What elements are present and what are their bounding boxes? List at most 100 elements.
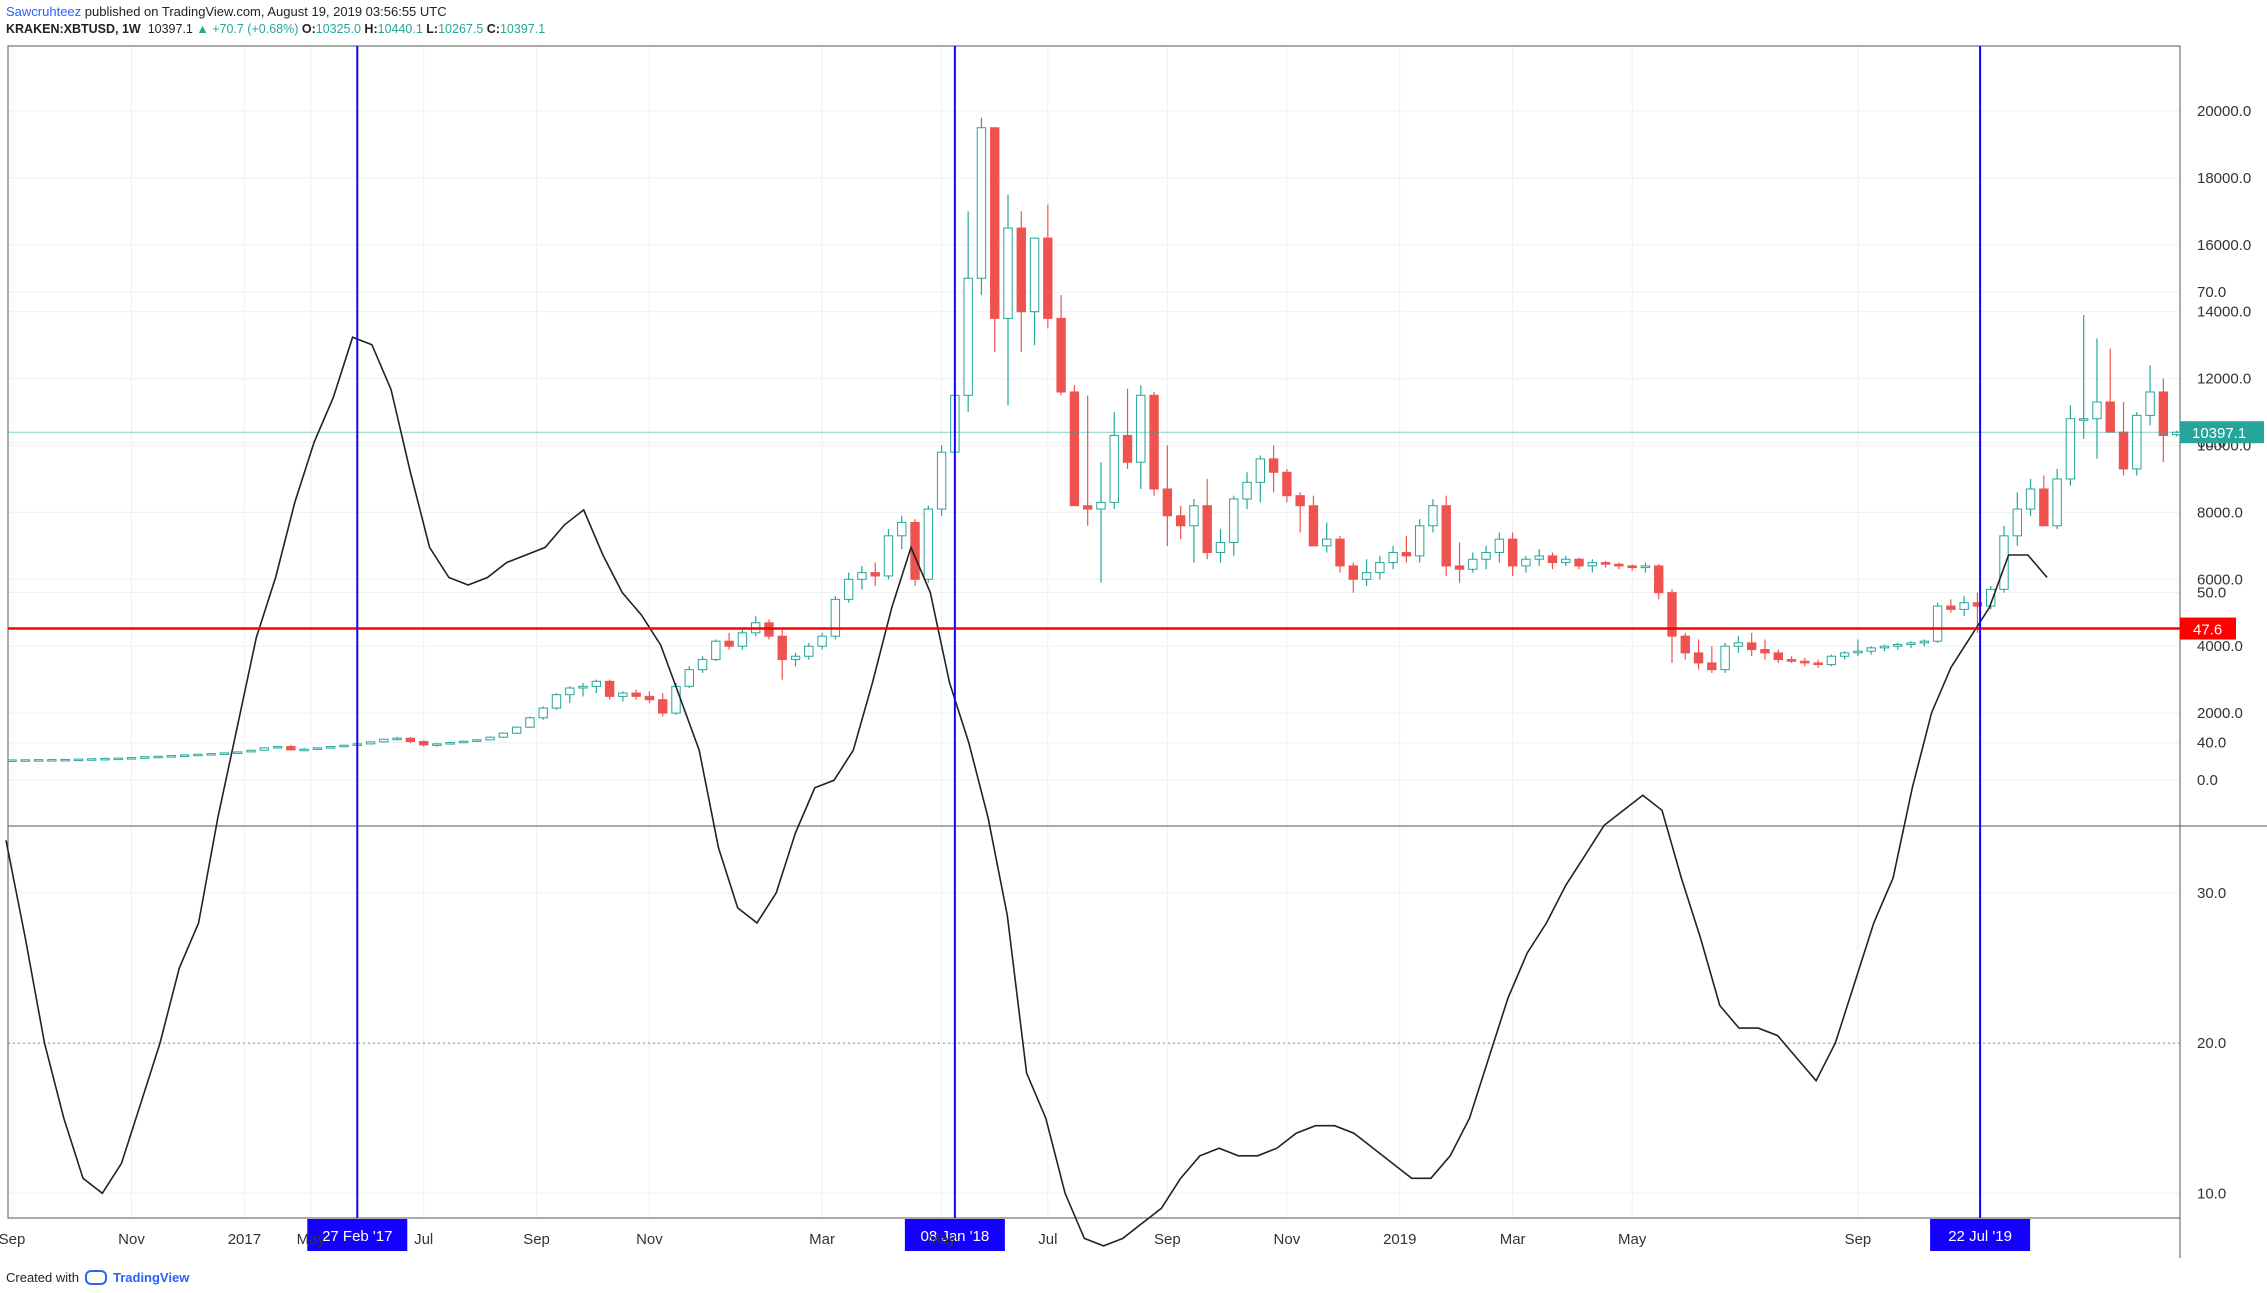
candle-body	[365, 741, 376, 745]
candle-body	[697, 659, 708, 671]
time-tick-label: Jul	[1038, 1231, 1057, 1248]
candle-body	[339, 744, 349, 748]
candle-body	[1096, 501, 1106, 510]
candle-body	[405, 737, 416, 743]
candle-body	[20, 759, 30, 762]
candle-body	[1813, 662, 1823, 666]
candle-body	[1202, 505, 1212, 554]
candle-body	[1866, 647, 1876, 652]
price-tick-label: 4000.0	[2197, 638, 2243, 655]
candle-body	[1175, 515, 1186, 527]
candle-body	[1454, 565, 1465, 570]
candle-body	[1414, 525, 1425, 557]
osc-tick-label: 70.0	[2197, 284, 2226, 301]
candle-body	[1999, 535, 2009, 590]
author-link[interactable]: Sawcruhteez	[6, 4, 82, 19]
candle-body	[2039, 488, 2049, 527]
time-tick-label: 2019	[1383, 1231, 1416, 1248]
candle-body	[804, 645, 814, 657]
candle-body	[1693, 652, 1704, 664]
date-marker-tag	[904, 1219, 1005, 1251]
candle-body	[1295, 495, 1305, 507]
candle-body	[1229, 498, 1239, 544]
date-marker-tag	[1930, 1219, 2031, 1251]
candle-body	[259, 747, 270, 751]
candle-body	[830, 598, 841, 637]
candle-body	[1069, 391, 1080, 507]
candle-body	[179, 754, 190, 757]
footer: Created with TradingView	[6, 1270, 189, 1285]
price-tick-label: 2000.0	[2197, 705, 2243, 722]
candle-body	[1468, 558, 1478, 570]
candle-body	[1255, 458, 1266, 483]
candle-body	[2025, 488, 2036, 510]
candle-body	[2118, 431, 2129, 470]
plot-border	[7, 45, 2181, 1219]
price-candles	[7, 117, 2182, 762]
date-marker-label: 08 Jan '18	[920, 1228, 989, 1245]
candle-body	[1600, 562, 1611, 565]
candle-body	[658, 699, 668, 714]
time-tick-label: Nov	[636, 1231, 663, 1248]
chart-grid	[8, 46, 2180, 1218]
candle-body	[458, 740, 469, 744]
price-tick-label: 14000.0	[2197, 304, 2251, 321]
candle-body	[498, 732, 509, 738]
tradingview-brand[interactable]: TradingView	[112, 1270, 190, 1285]
date-marker-label: 27 Feb '17	[322, 1228, 392, 1245]
candle-body	[1640, 565, 1651, 569]
candle-body	[1375, 562, 1385, 574]
time-tick-label: Sep	[0, 1231, 25, 1248]
candle-body	[1534, 555, 1544, 560]
candle-body	[1149, 394, 1159, 490]
candle-body	[1122, 434, 1133, 463]
candle-body	[1707, 662, 1717, 671]
candle-body	[2065, 418, 2076, 480]
candle-body	[153, 755, 163, 759]
candle-body	[963, 277, 973, 396]
candle-body	[990, 127, 1000, 319]
candle-body	[1521, 558, 1531, 567]
candle-body	[1667, 592, 1677, 637]
time-tick-label: Sep	[1845, 1231, 1872, 1248]
candle-body	[1614, 563, 1624, 567]
candle-body	[870, 572, 880, 577]
candle-body	[1932, 605, 1943, 642]
candle-body	[445, 742, 455, 745]
candle-body	[472, 739, 482, 742]
candle-body	[272, 746, 283, 749]
date-markers: 27 Feb '17 08 Jan '18 22 Jul '19	[307, 46, 2031, 1251]
candle-body	[2078, 418, 2089, 421]
candle-body	[299, 748, 309, 752]
candle-body	[1773, 652, 1783, 661]
candle-body	[1946, 605, 1956, 610]
candle-body	[1733, 642, 1744, 647]
osc-tick-label: 20.0	[2197, 1035, 2226, 1052]
candle-body	[1507, 538, 1518, 567]
candle-body	[1919, 640, 1930, 644]
date-marker-tag	[307, 1219, 408, 1251]
candle-body	[140, 756, 150, 759]
price-tick-label: 12000.0	[2197, 371, 2251, 388]
close-label: C:	[486, 22, 500, 36]
candle-body	[485, 736, 495, 741]
osc-level-tag	[2180, 617, 2236, 640]
candle-body	[326, 746, 336, 749]
candle-body	[193, 753, 203, 757]
candle-body	[711, 640, 721, 661]
candle-body	[392, 737, 402, 741]
candle-body	[1282, 471, 1292, 497]
last-price: 10397.1	[147, 22, 193, 36]
candle-body	[1136, 394, 1146, 463]
candle-body	[843, 578, 854, 600]
candle-body	[1441, 505, 1451, 567]
candle-body	[1853, 650, 1863, 654]
candle-body	[219, 752, 230, 755]
candle-body	[166, 755, 177, 758]
osc-tick-label: 50.0	[2197, 585, 2226, 602]
candle-body	[113, 757, 123, 761]
price-tick-label: 20000.0	[2197, 103, 2251, 120]
price-tick-label: 18000.0	[2197, 170, 2251, 187]
candle-body	[1720, 645, 1730, 671]
